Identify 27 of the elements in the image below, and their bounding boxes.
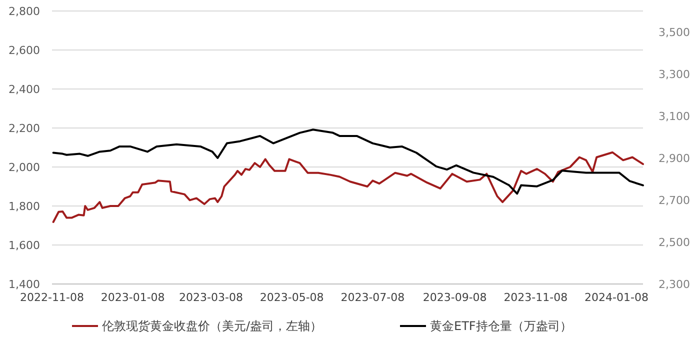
x-tick-label: 2023-09-08 (422, 291, 487, 304)
x-tick-label: 2023-07-08 (340, 291, 405, 304)
x-tick-label: 2023-01-08 (100, 291, 165, 304)
line-series (52, 128, 644, 195)
y-tick-label: 2,800 (8, 5, 40, 18)
x-tick-label: 2023-05-08 (260, 291, 324, 304)
y-tick-label: 1,600 (8, 239, 40, 252)
x-tick-label: 2023-11-08 (504, 291, 568, 304)
y-tick-label: 2,400 (8, 83, 40, 96)
y2-tick-label: 2,900 (658, 152, 690, 165)
y2-tick-label: 2,700 (658, 194, 690, 207)
y-tick-label: 2,000 (8, 161, 40, 174)
y2-tick-label: 2,300 (658, 278, 690, 291)
y-tick-label: 1,800 (8, 200, 40, 213)
y2-tick-label: 2,500 (658, 236, 690, 249)
line-series (52, 151, 644, 223)
y-tick-label: 2,200 (8, 122, 40, 135)
x-tick-label: 2024-01-08 (584, 291, 648, 304)
x-tick-label: 2023-03-08 (179, 291, 243, 304)
y2-tick-label: 3,100 (658, 110, 690, 123)
y2-tick-label: 3,500 (658, 26, 690, 39)
legend-label: 伦敦现货黄金收盘价（美元/盎司，左轴） (102, 319, 322, 333)
y2-tick-label: 3,300 (658, 68, 690, 81)
y-tick-label: 1,400 (8, 278, 40, 291)
y-tick-label: 2,600 (8, 44, 40, 57)
legend-label: 黄金ETF持仓量（万盎司） (430, 319, 572, 333)
x-tick-label: 2022-11-08 (20, 291, 84, 304)
